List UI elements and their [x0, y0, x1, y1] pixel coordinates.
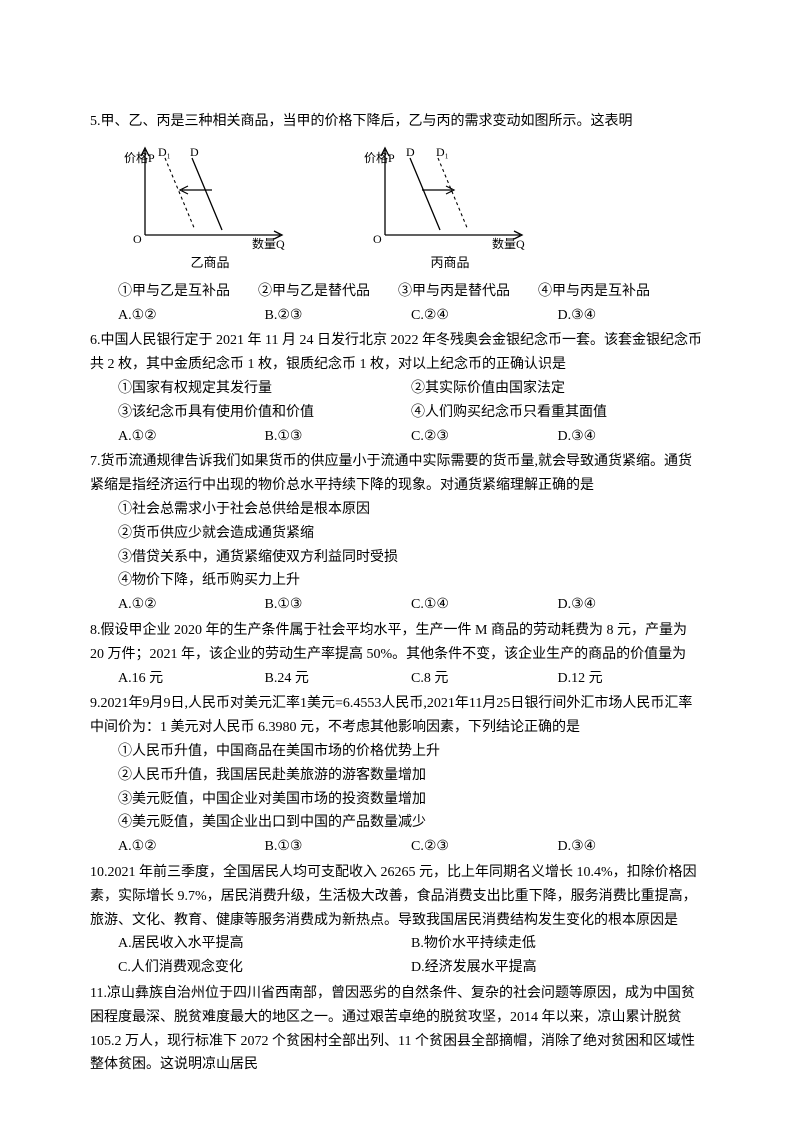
- q5-options: A.①② B.②③ C.②④ D.③④: [90, 304, 704, 328]
- q7-s1: ①社会总需求小于社会总供给是根本原因: [90, 498, 704, 522]
- q10-optC: C.人们消费观念变化: [118, 956, 411, 980]
- q6-statements: ①国家有权规定其发行量 ②其实际价值由国家法定 ③该纪念币具有使用价值和价值 ④…: [90, 377, 704, 425]
- question-6: 6.中国人民银行定于 2021 年 11 月 24 日发行北京 2022 年冬残…: [90, 329, 704, 448]
- svg-text:D: D: [406, 145, 415, 159]
- q5-charts: O 价格P 数量Q D₁ D 乙商品 O 价格: [90, 140, 704, 274]
- q9-optD: D.③④: [558, 835, 705, 859]
- question-10: 10.2021 年前三季度，全国居民人均可支配收入 26265 元，比上年同期名…: [90, 861, 704, 980]
- q8-optB: B.24 元: [265, 667, 412, 691]
- q10-options: A.居民收入水平提高 B.物价水平持续走低 C.人们消费观念变化 D.经济发展水…: [90, 932, 704, 980]
- chart-bing: O 价格P 数量Q D D₁ 丙商品: [360, 140, 540, 274]
- q9-text: 9.2021年9月9日,人民币对美元汇率1美元=6.4553人民币,2021年1…: [90, 692, 704, 740]
- q10-optD: D.经济发展水平提高: [411, 956, 704, 980]
- q5-statements: ①甲与乙是互补品 ②甲与乙是替代品 ③甲与丙是替代品 ④甲与丙是互补品: [90, 280, 704, 304]
- chart-bing-svg: O 价格P 数量Q D D₁: [360, 140, 540, 250]
- question-5: 5.甲、乙、丙是三种相关商品，当甲的价格下降后，乙与丙的需求变动如图所示。这表明…: [90, 110, 704, 327]
- q6-text: 6.中国人民银行定于 2021 年 11 月 24 日发行北京 2022 年冬残…: [90, 329, 704, 377]
- svg-text:价格P: 价格P: [364, 150, 395, 165]
- q10-optB: B.物价水平持续走低: [411, 932, 704, 956]
- q5-optB: B.②③: [265, 304, 412, 328]
- q8-optD: D.12 元: [558, 667, 705, 691]
- q6-s2: ②其实际价值由国家法定: [411, 377, 704, 401]
- svg-text:D₁: D₁: [436, 145, 449, 159]
- q6-s4: ④人们购买纪念币只看重其面值: [411, 401, 704, 425]
- q7-text: 7.货币流通规律告诉我们如果货币的供应量小于流通中实际需要的货币量,就会导致通货…: [90, 450, 704, 498]
- svg-text:D: D: [190, 145, 199, 159]
- q5-text: 5.甲、乙、丙是三种相关商品，当甲的价格下降后，乙与丙的需求变动如图所示。这表明: [90, 110, 704, 134]
- svg-text:D₁: D₁: [158, 145, 171, 159]
- svg-text:数量Q: 数量Q: [492, 236, 525, 250]
- q7-optB: B.①③: [265, 593, 412, 617]
- q9-s4: ④美元贬值，美国企业出口到中国的产品数量减少: [90, 811, 704, 835]
- q10-text: 10.2021 年前三季度，全国居民人均可支配收入 26265 元，比上年同期名…: [90, 861, 704, 932]
- q8-optA: A.16 元: [118, 667, 265, 691]
- chart-yi: O 价格P 数量Q D₁ D 乙商品: [120, 140, 300, 274]
- svg-text:O: O: [373, 232, 382, 246]
- q8-optC: C.8 元: [411, 667, 558, 691]
- q5-optA: A.①②: [118, 304, 265, 328]
- q8-options: A.16 元 B.24 元 C.8 元 D.12 元: [90, 667, 704, 691]
- question-9: 9.2021年9月9日,人民币对美元汇率1美元=6.4553人民币,2021年1…: [90, 692, 704, 859]
- q6-optC: C.②③: [411, 425, 558, 449]
- question-7: 7.货币流通规律告诉我们如果货币的供应量小于流通中实际需要的货币量,就会导致通货…: [90, 450, 704, 617]
- q5-optD: D.③④: [558, 304, 705, 328]
- q10-optA: A.居民收入水平提高: [118, 932, 411, 956]
- q6-options: A.①② B.①③ C.②③ D.③④: [90, 425, 704, 449]
- q9-s3: ③美元贬值，中国企业对美国市场的投资数量增加: [90, 788, 704, 812]
- chart-yi-caption: 乙商品: [120, 252, 300, 274]
- question-11: 11.凉山彝族自治州位于四川省西南部，曾因恶劣的自然条件、复杂的社会问题等原因，…: [90, 982, 704, 1077]
- q6-s3: ③该纪念币具有使用价值和价值: [118, 401, 411, 425]
- q7-optD: D.③④: [558, 593, 705, 617]
- q9-options: A.①② B.①③ C.②③ D.③④: [90, 835, 704, 859]
- q6-optD: D.③④: [558, 425, 705, 449]
- svg-text:O: O: [133, 232, 142, 246]
- q9-optB: B.①③: [265, 835, 412, 859]
- q6-optA: A.①②: [118, 425, 265, 449]
- question-8: 8.假设甲企业 2020 年的生产条件属于社会平均水平，生产一件 M 商品的劳动…: [90, 619, 704, 690]
- q7-optC: C.①④: [411, 593, 558, 617]
- q9-s2: ②人民币升值，我国居民赴美旅游的游客数量增加: [90, 764, 704, 788]
- q6-s1: ①国家有权规定其发行量: [118, 377, 411, 401]
- q7-s3: ③借贷关系中，通货紧缩使双方利益同时受损: [90, 546, 704, 570]
- q5-optC: C.②④: [411, 304, 558, 328]
- chart-bing-caption: 丙商品: [360, 252, 540, 274]
- q9-s1: ①人民币升值，中国商品在美国市场的价格优势上升: [90, 740, 704, 764]
- chart-yi-svg: O 价格P 数量Q D₁ D: [120, 140, 300, 250]
- q7-s4: ④物价下降，纸币购买力上升: [90, 569, 704, 593]
- q6-optB: B.①③: [265, 425, 412, 449]
- q9-optA: A.①②: [118, 835, 265, 859]
- svg-text:数量Q: 数量Q: [252, 236, 285, 250]
- svg-text:价格P: 价格P: [124, 150, 155, 165]
- q8-text: 8.假设甲企业 2020 年的生产条件属于社会平均水平，生产一件 M 商品的劳动…: [90, 619, 704, 667]
- q9-optC: C.②③: [411, 835, 558, 859]
- q7-options: A.①② B.①③ C.①④ D.③④: [90, 593, 704, 617]
- q7-optA: A.①②: [118, 593, 265, 617]
- q7-s2: ②货币供应少就会造成通货紧缩: [90, 522, 704, 546]
- q11-text: 11.凉山彝族自治州位于四川省西南部，曾因恶劣的自然条件、复杂的社会问题等原因，…: [90, 982, 704, 1077]
